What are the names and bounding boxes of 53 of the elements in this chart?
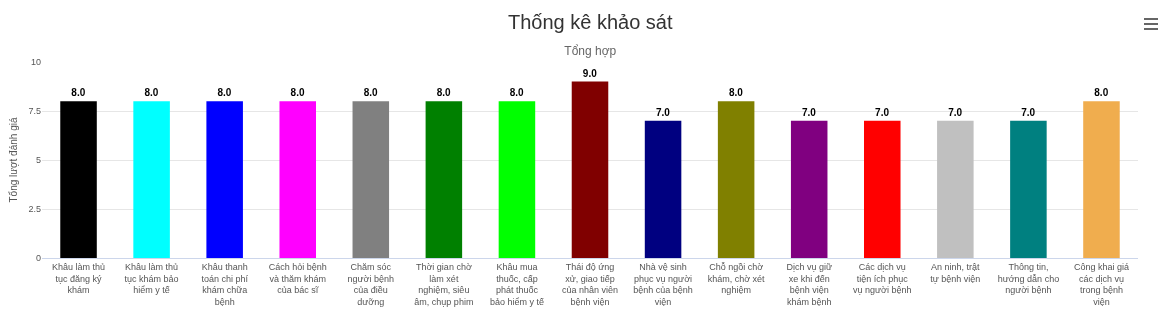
data-label: 8.0 xyxy=(728,87,744,99)
data-label: 8.0 xyxy=(144,87,159,99)
x-tick-label: Thông tin, hướng dẫn cho người bệnh xyxy=(997,261,1060,296)
bar xyxy=(133,101,170,258)
bar xyxy=(352,101,390,258)
y-axis-title: Tổng lượt đánh giá xyxy=(8,117,20,203)
bar xyxy=(1083,101,1120,258)
data-label: 8.0 xyxy=(436,87,452,99)
x-tick-label: Thời gian chờ làm xét nghiệm, siêu âm, chụp phim xyxy=(414,261,474,307)
y-tick-label: 0 xyxy=(35,253,41,264)
y-tick-label: 7.5 xyxy=(28,106,41,117)
x-tick-label: Khâu thanh toán chi phí khám chữa bệnh xyxy=(201,261,249,307)
x-tick-label: Nhà vệ sinh phục vụ người bệnh của bệnh viện xyxy=(633,261,693,307)
bar xyxy=(498,101,536,258)
chart-title: Thống kê khảo sát xyxy=(508,11,673,33)
y-tick-label: 5 xyxy=(35,155,41,166)
data-label: 7.0 xyxy=(1021,106,1036,118)
chart-subtitle: Tổng hợp xyxy=(564,44,617,58)
bar xyxy=(1010,120,1047,258)
data-label: 8.0 xyxy=(290,87,305,99)
x-tick-label: Các dịch vụ tiện ích phục vụ người bệnh xyxy=(853,261,912,296)
x-tick-label: An ninh, trật tự bệnh viện xyxy=(930,261,981,284)
x-tick-label: Khâu làm thủ tục đăng ký khám xyxy=(52,261,106,296)
bar xyxy=(790,120,828,258)
bar xyxy=(717,101,755,258)
x-tick-label: Chỗ ngồi chờ khám, chờ xét nghiệm xyxy=(707,261,766,296)
x-tick-label: Chăm sóc người bệnh của điều dưỡng xyxy=(347,261,395,307)
x-tick-label: Cách hỏi bệnh và thăm khám của bác sĩ xyxy=(268,261,327,296)
bar xyxy=(937,120,974,258)
data-label: 9.0 xyxy=(582,67,598,79)
bar xyxy=(279,101,316,258)
x-tick-label: Khâu làm thủ tục khám bảo hiểm y tế xyxy=(124,261,179,296)
x-tick-label: Dịch vụ giữ xe khi đến bệnh viện khám bệnh xyxy=(786,261,832,307)
bar xyxy=(864,120,901,258)
x-tick-label: Thái độ ứng xử, giao tiếp của nhân viên bệnh viện xyxy=(561,261,619,307)
bar xyxy=(425,101,463,258)
bar xyxy=(206,101,243,258)
y-tick-label: 10 xyxy=(30,57,41,68)
data-label: 7.0 xyxy=(802,106,817,118)
x-tick-label: Công khai giá các dịch vụ trong bệnh viện xyxy=(1073,261,1129,307)
bar xyxy=(60,101,97,258)
x-tick-label: Khâu mua thuốc, cấp phát thuốc bảo hiểm y tế xyxy=(489,261,544,307)
data-label: 7.0 xyxy=(948,106,963,118)
y-tick-label: 2.5 xyxy=(28,204,41,215)
data-label: 8.0 xyxy=(509,87,525,99)
data-label: 8.0 xyxy=(71,87,86,99)
data-label: 8.0 xyxy=(217,87,232,99)
bar xyxy=(644,120,682,258)
data-label: 7.0 xyxy=(655,106,671,118)
data-label: 8.0 xyxy=(1094,87,1109,99)
data-label: 8.0 xyxy=(363,87,378,99)
bar xyxy=(571,81,609,258)
data-label: 7.0 xyxy=(875,106,890,118)
